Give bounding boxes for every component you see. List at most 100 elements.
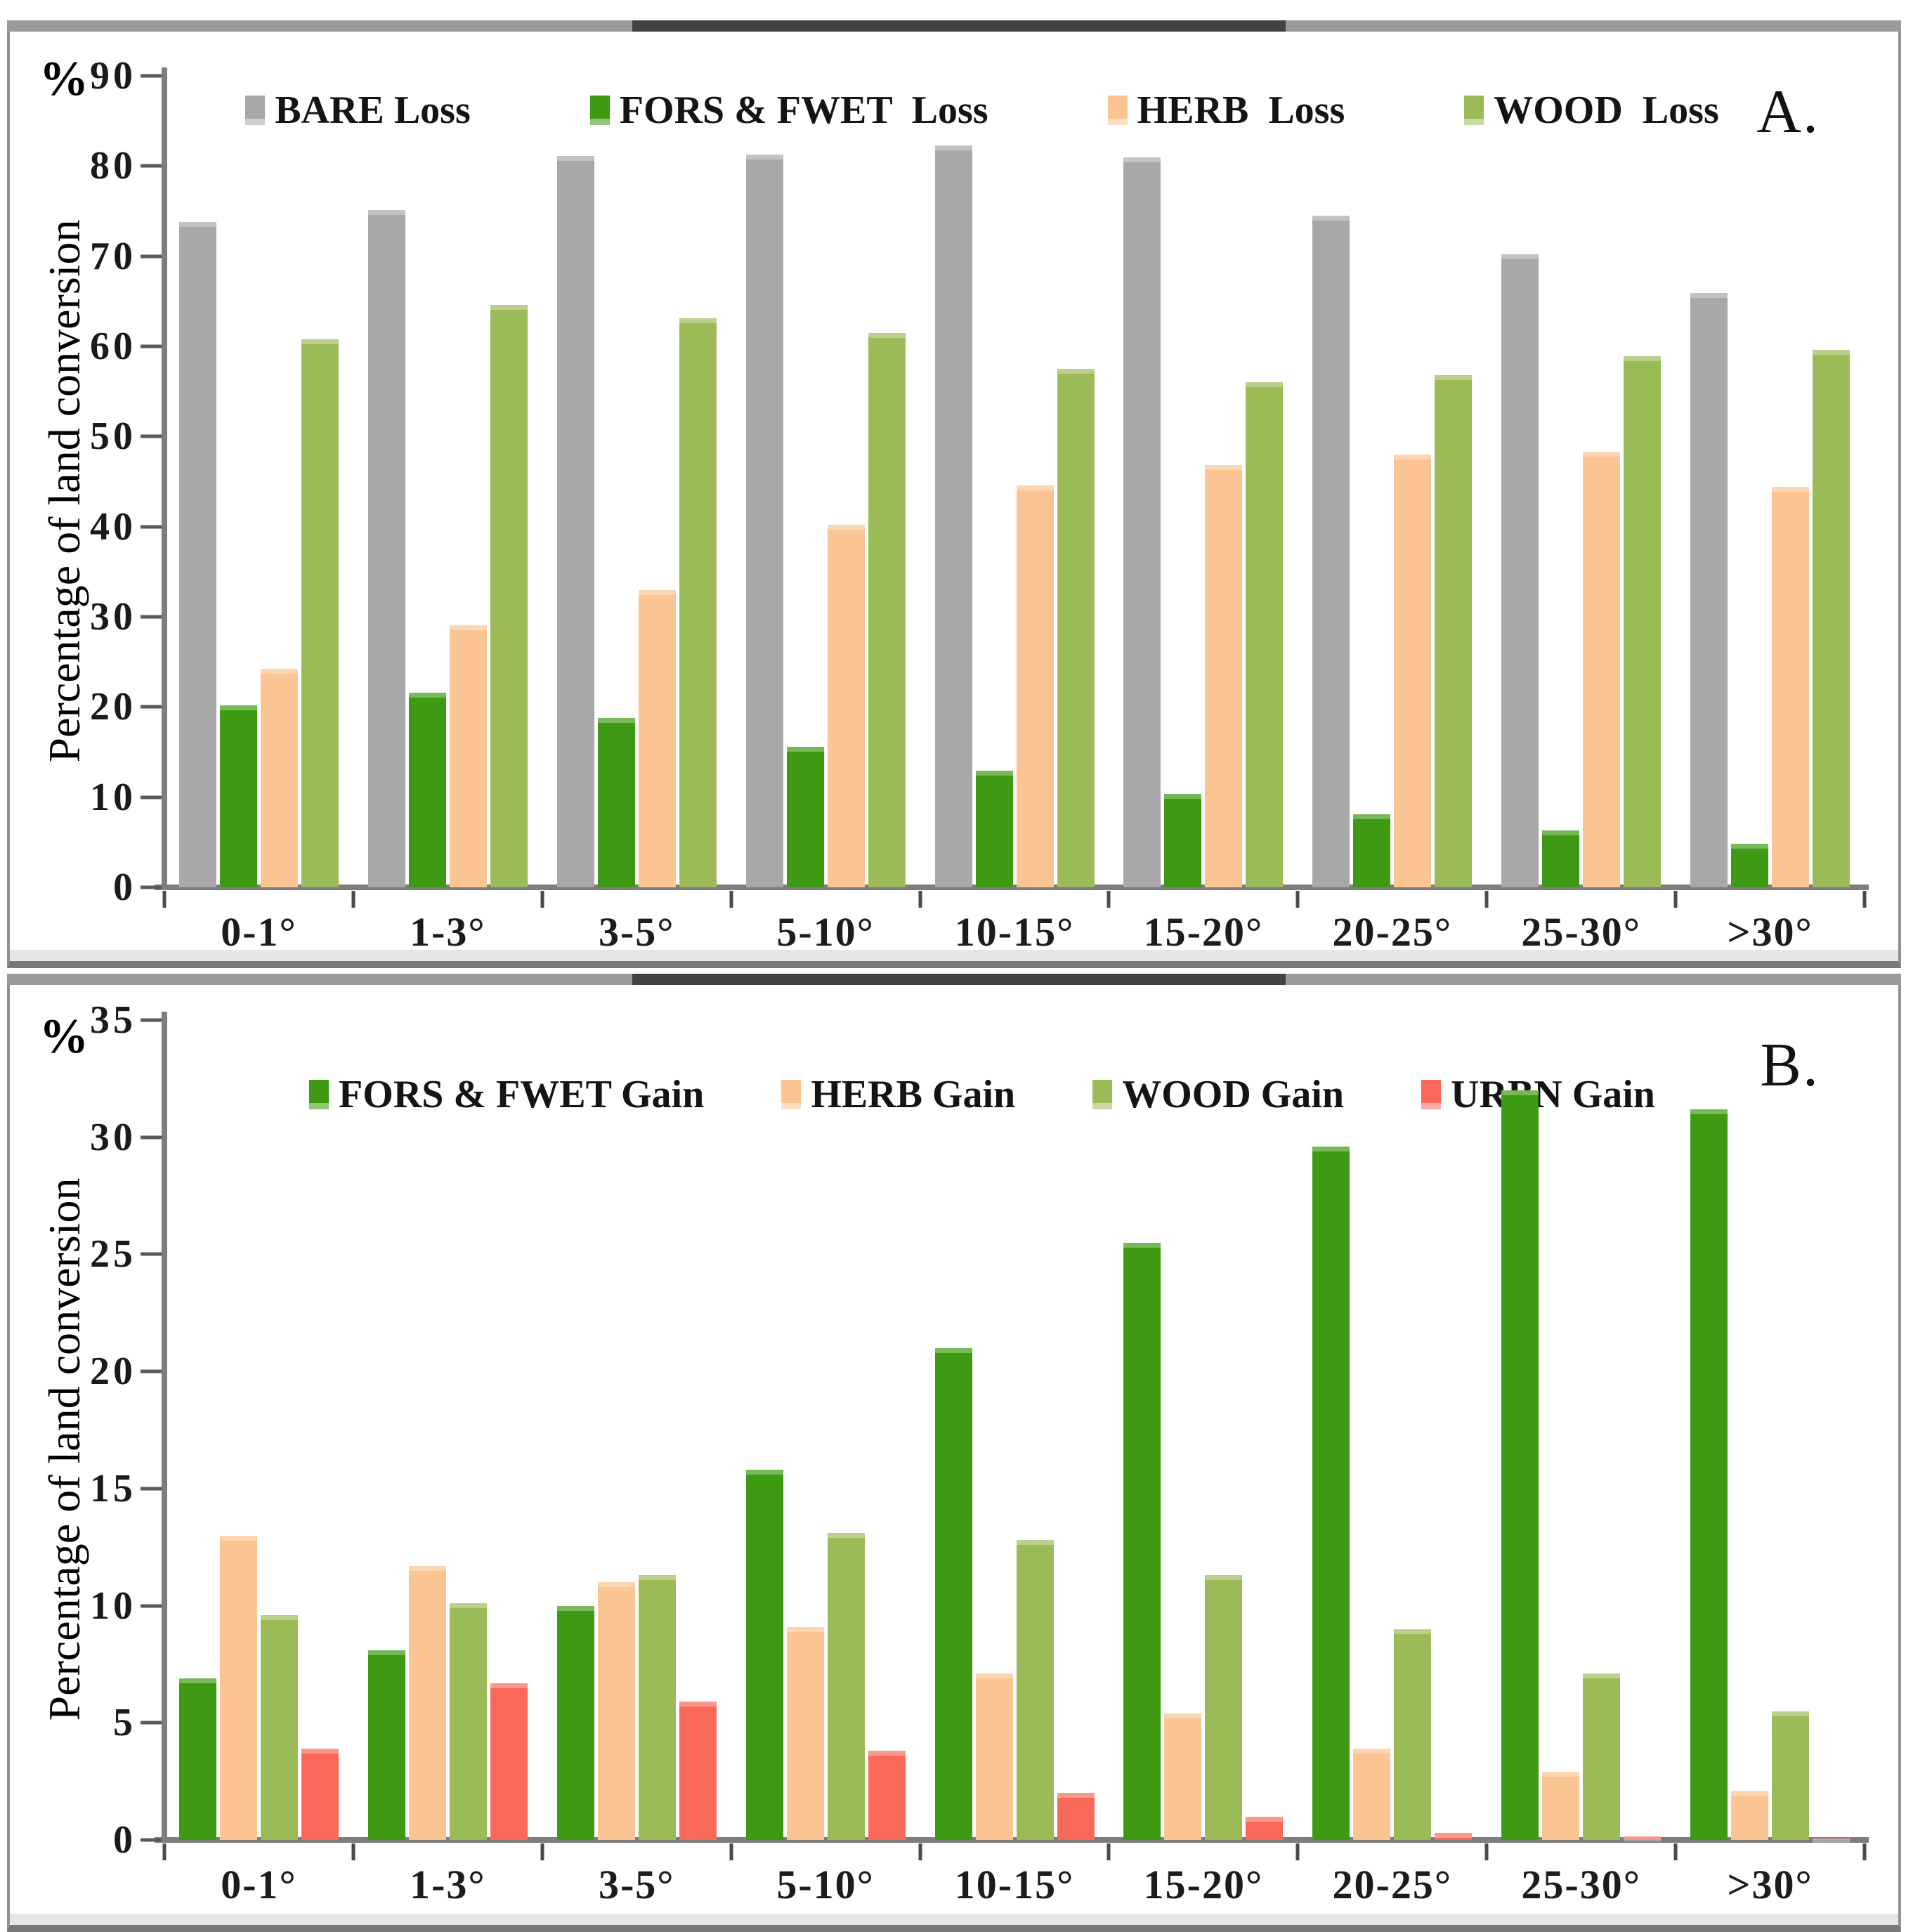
y-axis-percent-symbol: % — [39, 52, 89, 106]
legend: BARE Loss FORS & FWET Loss HERB Loss WOOD L… — [178, 88, 1786, 133]
x-category-label-0-1°: 0-1° — [221, 1862, 297, 1907]
bar-fors-&-fwet-loss->30° — [1731, 844, 1769, 887]
bar-urbn-gain-5-10° — [868, 1751, 906, 1840]
bar-group-1-3° — [353, 1020, 542, 1840]
bar-bare-loss-1-3° — [367, 210, 405, 887]
bar-wood-loss-0-1° — [301, 339, 339, 887]
x-tick-mark-8 — [1673, 891, 1678, 908]
bar-fors-&-fwet-loss-25-30° — [1542, 830, 1580, 887]
y-tick-label-10: 10 — [90, 1584, 136, 1628]
panel-b-gain-chart: % Percentage of land conversion B. FORS … — [7, 974, 1901, 1932]
legend-label: FORS & FWET Loss — [619, 89, 988, 132]
y-tick-mark-5 — [141, 1721, 162, 1725]
legend-swatch-icon — [309, 1080, 329, 1109]
y-tick-label-20: 20 — [90, 685, 136, 729]
x-category-label-0-1°: 0-1° — [221, 909, 297, 955]
x-category-label-3-5°: 3-5° — [598, 1862, 675, 1907]
y-tick-label-80: 80 — [90, 144, 136, 188]
bars-area — [164, 76, 1865, 887]
legend-label: WOOD Loss — [1494, 89, 1719, 132]
legend-swatch-icon — [589, 96, 610, 125]
bar-group-20-25° — [1298, 76, 1487, 887]
legend-item-herb-gain: HERB Gain — [781, 1072, 1015, 1117]
y-tick-label-15: 15 — [90, 1466, 136, 1510]
bar-herb-loss-10-15° — [1016, 485, 1054, 887]
bar-wood-gain-10-15° — [1016, 1540, 1054, 1840]
x-tick-mark-4 — [918, 891, 922, 908]
y-axis-line — [162, 67, 167, 890]
legend-swatch-icon — [1464, 96, 1484, 125]
legend-swatch-icon — [1092, 1080, 1113, 1109]
y-tick-mark-40 — [141, 525, 162, 529]
x-tick-mark-6 — [1295, 891, 1300, 908]
bar-herb-loss-20-25° — [1394, 455, 1432, 887]
bar-urbn-gain-15-20° — [1246, 1816, 1284, 1840]
bar-herb-loss-1-3° — [449, 625, 487, 887]
bar-fors-&-fwet-gain-5-10° — [745, 1470, 783, 1840]
y-tick-label-0: 0 — [113, 1818, 136, 1862]
x-tick-mark-5 — [1107, 891, 1111, 908]
y-tick-label-5: 5 — [113, 1701, 136, 1745]
bar-group-3-5° — [542, 76, 731, 887]
bar-fors-&-fwet-loss-0-1° — [219, 705, 257, 887]
x-category-label-20-25°: 20-25° — [1332, 909, 1453, 955]
x-tick-mark-3 — [729, 1843, 733, 1860]
bar-group-25-30° — [1487, 76, 1676, 887]
x-tick-mark-0 — [162, 1843, 167, 1860]
bar-herb-gain-5-10° — [786, 1626, 824, 1840]
bar-herb-gain-15-20° — [1164, 1713, 1202, 1840]
bar-urbn-gain-25-30° — [1624, 1836, 1662, 1841]
bar-wood-gain-20-25° — [1394, 1629, 1432, 1840]
bar-herb-loss->30° — [1772, 487, 1810, 887]
legend-item-wood-gain: WOOD Gain — [1092, 1072, 1344, 1117]
bar-herb-loss-15-20° — [1205, 465, 1243, 887]
x-tick-mark-9 — [1862, 891, 1867, 908]
bar-group-0-1° — [164, 1020, 353, 1840]
bar-bare-loss-3-5° — [556, 156, 594, 887]
bar-group-25-30° — [1487, 1020, 1676, 1841]
bar-herb-gain-20-25° — [1353, 1748, 1391, 1840]
bar-wood-loss->30° — [1813, 350, 1850, 887]
y-tick-mark-25 — [141, 1252, 162, 1256]
bar-herb-gain-1-3° — [408, 1565, 446, 1840]
legend-item-fors-&-fwet-loss: FORS & FWET Loss — [589, 88, 988, 133]
y-tick-mark-0 — [141, 885, 162, 889]
bar-wood-loss-10-15° — [1057, 369, 1095, 887]
y-tick-mark-80 — [141, 164, 162, 168]
x-tick-mark-5 — [1107, 1843, 1111, 1860]
bar-group-10-15° — [920, 76, 1109, 887]
panel-top-border-dark-segment — [632, 974, 1286, 985]
legend-label: HERB Loss — [1137, 89, 1345, 132]
y-tick-mark-10 — [141, 795, 162, 799]
bar-group-5-10° — [731, 76, 920, 887]
bar-fors-&-fwet-gain-15-20° — [1123, 1242, 1161, 1840]
x-tick-mark-1 — [351, 891, 355, 908]
y-tick-mark-10 — [141, 1604, 162, 1608]
bar-fors-&-fwet-gain-0-1° — [178, 1678, 216, 1840]
y-tick-mark-20 — [141, 705, 162, 709]
bar-fors-&-fwet-gain-3-5° — [556, 1605, 594, 1840]
bar-urbn-gain-1-3° — [490, 1683, 528, 1840]
x-category-label-25-30°: 25-30° — [1521, 909, 1641, 955]
bar-group->30° — [1676, 76, 1865, 887]
x-tick-mark-4 — [918, 1843, 922, 1860]
bar-wood-loss-20-25° — [1435, 375, 1473, 887]
x-tick-mark-2 — [540, 891, 544, 908]
y-tick-label-35: 35 — [90, 998, 136, 1042]
y-tick-label-70: 70 — [90, 234, 136, 278]
bar-group-3-5° — [542, 1020, 731, 1840]
y-tick-mark-50 — [141, 434, 162, 438]
y-tick-mark-30 — [141, 1135, 162, 1140]
x-category-label-15-20°: 15-20° — [1143, 909, 1264, 955]
bar-group-0-1° — [164, 76, 353, 887]
x-category-label->30°: >30° — [1727, 909, 1813, 955]
bar-fors-&-fwet-gain-10-15° — [934, 1347, 972, 1840]
bar-wood-gain-25-30° — [1583, 1673, 1621, 1840]
bar-urbn-gain-3-5° — [679, 1702, 717, 1840]
x-category-label->30°: >30° — [1727, 1862, 1813, 1907]
legend-swatch-icon — [1107, 96, 1128, 125]
bar-herb-gain-3-5° — [597, 1582, 635, 1840]
bar-wood-gain-5-10° — [827, 1533, 865, 1840]
bar-urbn-gain-20-25° — [1435, 1833, 1473, 1840]
legend-label: FORS & FWET Gain — [339, 1073, 705, 1116]
